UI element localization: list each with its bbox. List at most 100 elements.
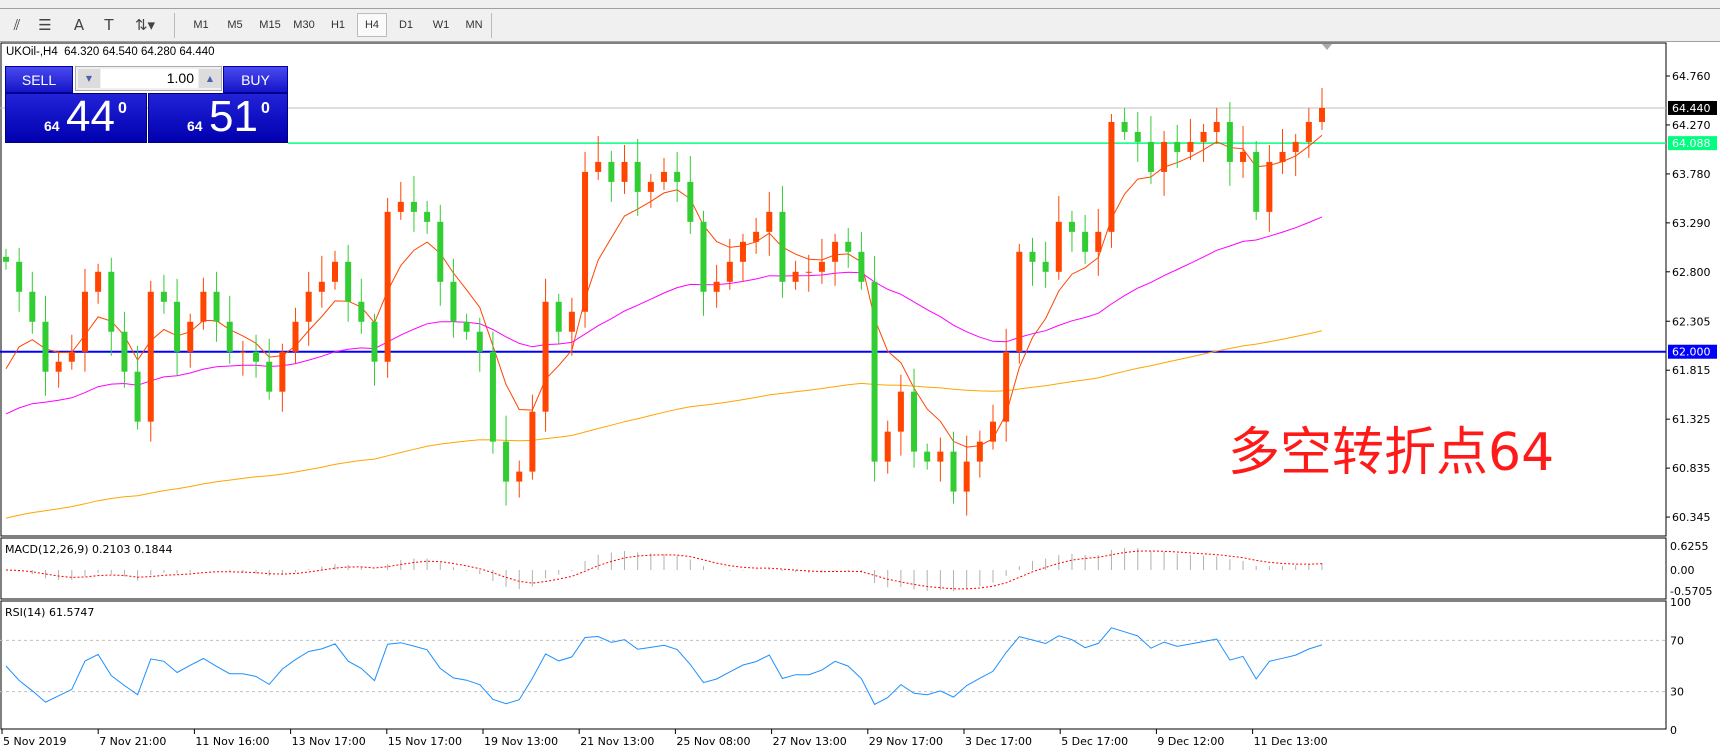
time-tick-label: 5 Dec 17:00 xyxy=(1061,735,1128,748)
candle xyxy=(555,301,562,332)
price-tick-label: 64.270 xyxy=(1672,119,1711,132)
moving-average-line xyxy=(5,134,1323,448)
price-label-bg xyxy=(1668,136,1717,151)
candle xyxy=(1016,251,1023,352)
timeframe-mn[interactable]: MN xyxy=(465,19,483,31)
candle xyxy=(871,281,878,462)
top-toolbar-strip xyxy=(0,0,1720,9)
candle xyxy=(858,251,865,282)
macd-tick-label: 0.6255 xyxy=(1670,540,1709,553)
candle xyxy=(318,281,325,292)
candle xyxy=(266,361,273,392)
buy-button[interactable]: BUY xyxy=(223,66,288,93)
candle xyxy=(147,291,154,422)
low-value: 64.280 xyxy=(140,46,177,58)
candle xyxy=(42,321,49,372)
candle xyxy=(410,201,417,212)
candle xyxy=(1319,107,1325,122)
price-tick-label: 62.800 xyxy=(1672,266,1711,279)
timeframe-m5[interactable]: M5 xyxy=(227,19,243,31)
candle xyxy=(818,261,825,272)
candle xyxy=(489,351,496,442)
text-icon[interactable]: A xyxy=(73,16,85,34)
timeframe-w1[interactable]: W1 xyxy=(432,19,450,31)
fibonacci-expansion-icon[interactable]: ⫽ xyxy=(13,16,21,34)
timeframe-h1[interactable]: H1 xyxy=(330,19,346,31)
candle xyxy=(1187,141,1194,152)
candle xyxy=(950,451,957,492)
rsi-tick-label: 70 xyxy=(1670,634,1684,647)
candle xyxy=(1108,121,1115,232)
candle xyxy=(1305,121,1312,142)
candle xyxy=(1213,121,1220,132)
candle xyxy=(108,271,115,332)
lot-input[interactable]: 1.00 xyxy=(101,69,198,88)
buy-price-fraction: 0 xyxy=(261,100,270,117)
candle xyxy=(384,211,391,362)
buy-price-panel[interactable]: 64 51 0 xyxy=(148,92,288,143)
time-tick-label: 11 Dec 13:00 xyxy=(1254,735,1328,748)
candle xyxy=(647,181,654,192)
annotation-text: 多空转折点64 xyxy=(1228,423,1555,483)
timeframe-h4[interactable]: H4 xyxy=(357,13,387,37)
price-tick-label: 60.835 xyxy=(1672,462,1711,475)
candle xyxy=(239,351,246,353)
time-tick-label: 13 Nov 17:00 xyxy=(292,735,366,748)
lot-decrease-button[interactable]: ▼ xyxy=(78,69,100,88)
candle xyxy=(661,171,667,182)
fibonacci-fan-icon[interactable]: ☰ xyxy=(38,16,52,34)
rsi-tick-label: 0 xyxy=(1670,724,1677,737)
candle xyxy=(345,261,352,302)
candle xyxy=(253,351,260,362)
candle xyxy=(753,231,760,242)
arrows-icon[interactable]: ⇅▾ xyxy=(134,16,156,34)
candle xyxy=(1147,141,1154,172)
candle xyxy=(792,271,799,282)
candle xyxy=(595,161,602,172)
chart-title: UKOil-,H4 64.320 64.540 64.280 64.440 xyxy=(6,46,215,58)
candle xyxy=(160,291,167,302)
sell-price-panel[interactable]: 64 44 0 xyxy=(5,92,147,143)
timeframe-d1[interactable]: D1 xyxy=(398,19,414,31)
candle xyxy=(963,461,970,492)
candle xyxy=(1174,141,1181,152)
chart-toolbar: ⫽ ☰ A T ⇅▾ M1 M5 M15 M30 H1 H4 D1 W1 MN xyxy=(0,9,1720,42)
macd-tick-label: -0.5705 xyxy=(1670,585,1712,598)
candle xyxy=(450,281,457,322)
candle xyxy=(1095,231,1102,252)
candle xyxy=(1068,221,1075,232)
text-label-icon[interactable]: T xyxy=(104,16,114,34)
candle xyxy=(397,201,404,212)
candle xyxy=(542,301,549,412)
price-tick-label: 61.815 xyxy=(1672,364,1711,377)
candle xyxy=(582,171,589,312)
candle xyxy=(81,291,88,352)
sell-price-pips: 44 xyxy=(66,92,115,141)
price-label-blue_label: 62.000 xyxy=(1672,346,1711,359)
timeframe-m30[interactable]: M30 xyxy=(293,19,315,31)
candle xyxy=(687,181,694,222)
candle xyxy=(332,261,338,282)
time-tick-label: 29 Nov 17:00 xyxy=(869,735,943,748)
candle xyxy=(371,321,378,362)
candle xyxy=(1082,231,1089,252)
sell-button[interactable]: SELL xyxy=(5,66,73,93)
candle xyxy=(213,291,220,322)
lot-stepper[interactable]: ▼ 1.00 ▲ xyxy=(75,66,222,91)
time-tick-label: 27 Nov 13:00 xyxy=(773,735,847,748)
lot-increase-button[interactable]: ▲ xyxy=(199,69,221,88)
time-tick-label: 5 Nov 2019 xyxy=(3,735,66,748)
candle xyxy=(174,301,181,352)
sell-price-fraction: 0 xyxy=(118,100,127,117)
candle xyxy=(608,161,615,182)
timeframe-m1[interactable]: M1 xyxy=(193,19,209,31)
timeframe-m15[interactable]: M15 xyxy=(259,19,281,31)
buy-price-pips: 51 xyxy=(209,92,258,141)
candle xyxy=(226,321,233,352)
time-tick-label: 9 Dec 12:00 xyxy=(1157,735,1224,748)
candle xyxy=(16,261,23,292)
candle xyxy=(503,441,510,482)
rsi-line xyxy=(5,627,1323,706)
time-tick-label: 25 Nov 08:00 xyxy=(676,735,750,748)
